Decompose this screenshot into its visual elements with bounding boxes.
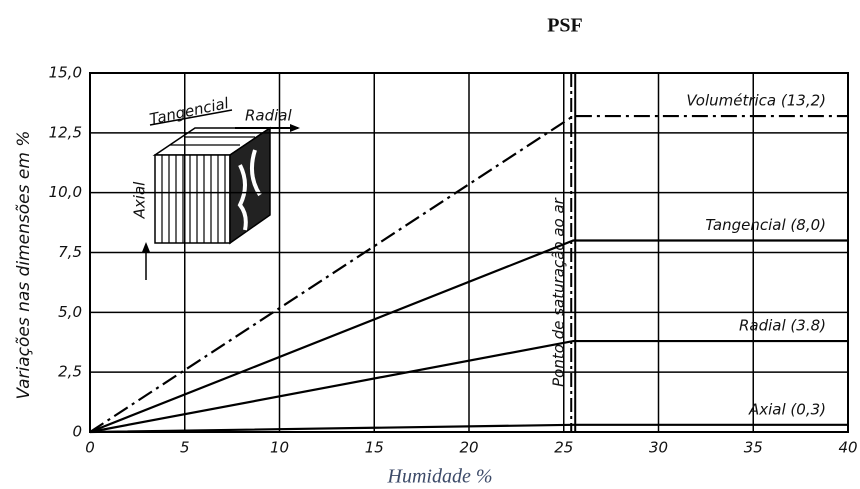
x-tick-label: 0 — [85, 439, 95, 457]
y-tick-label: 7,5 — [58, 243, 82, 261]
chart-title: PSF — [547, 15, 583, 37]
series-label: Tangencial (8,0) — [705, 216, 826, 234]
y-axis-label: Variações nas dimensões em % — [14, 131, 34, 400]
inset-label: Tangencial — [148, 94, 231, 128]
series-label: Radial (3.8) — [739, 317, 826, 335]
x-tick-label: 25 — [554, 439, 573, 457]
y-tick-label: 2,5 — [58, 363, 82, 381]
chart: PSF Humidade % Variações nas dimensões e… — [0, 0, 860, 489]
y-tick-label: 5,0 — [58, 303, 82, 321]
saturation-label: Ponto de saturação ao ar — [550, 197, 568, 387]
y-tick-label: 12,5 — [49, 123, 82, 141]
y-tick-label: 0 — [72, 423, 82, 441]
x-tick-label: 30 — [649, 439, 668, 457]
x-tick-label: 10 — [270, 439, 289, 457]
x-axis-label: Humidade % — [387, 466, 493, 488]
series-label: Axial (0,3) — [748, 400, 826, 418]
inset-label: Axial — [131, 181, 149, 219]
series-label: Volumétrica (13,2) — [686, 92, 826, 110]
inset-cube — [142, 110, 300, 280]
y-tick-label: 15,0 — [49, 64, 82, 82]
x-tick-label: 5 — [180, 439, 190, 457]
x-tick-label: 40 — [838, 439, 857, 457]
x-tick-label: 35 — [744, 439, 763, 457]
inset-label: Radial — [245, 107, 292, 125]
x-tick-label: 20 — [459, 439, 478, 457]
y-tick-label: 10,0 — [49, 183, 82, 201]
x-tick-label: 15 — [365, 439, 384, 457]
